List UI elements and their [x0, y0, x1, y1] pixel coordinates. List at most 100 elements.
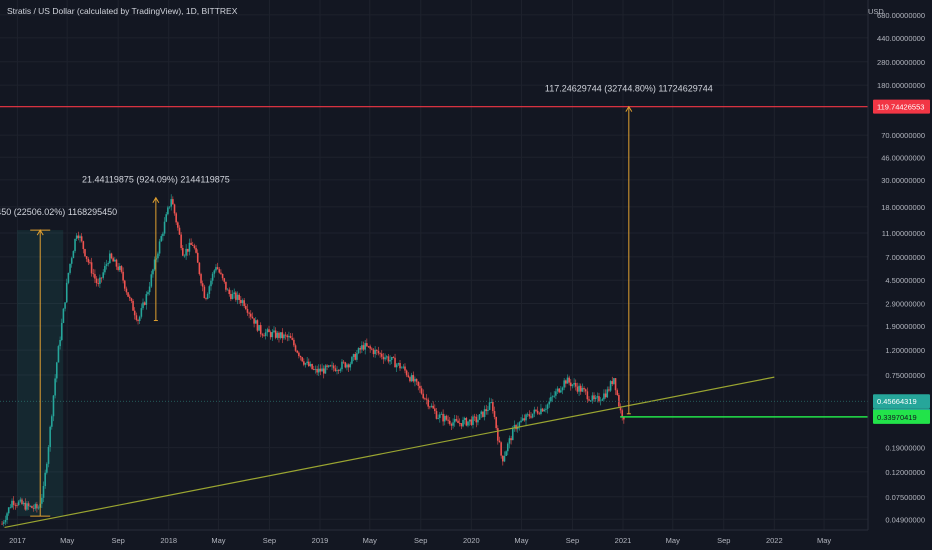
- candle-body: [319, 368, 322, 372]
- candle-body: [112, 258, 114, 262]
- measure-arrowhead: [36, 229, 44, 236]
- candle-body: [480, 411, 483, 415]
- candle-body: [95, 278, 98, 284]
- candle-body: [117, 266, 119, 270]
- candle-body: [37, 507, 40, 509]
- price-tick-label: 280.00000000: [877, 58, 925, 67]
- candle-body: [140, 308, 143, 317]
- candle-body: [593, 395, 595, 400]
- candle-body: [268, 329, 270, 333]
- candle-body: [107, 263, 109, 265]
- candle-body: [115, 259, 118, 267]
- price-axis-panel[interactable]: [868, 0, 932, 530]
- candle-body: [332, 365, 335, 369]
- candle-body: [427, 399, 429, 407]
- candle-body: [208, 286, 211, 294]
- time-tick-label: May: [817, 536, 831, 545]
- candle-body: [27, 503, 30, 507]
- candle-body: [601, 399, 604, 401]
- candle-body: [162, 233, 164, 237]
- candle-body: [273, 330, 275, 333]
- time-tick-label: May: [666, 536, 680, 545]
- time-tick-label: 2021: [615, 536, 632, 545]
- candle-body: [190, 242, 192, 245]
- candle-body: [518, 422, 521, 427]
- candle-body: [130, 298, 133, 301]
- candle-body: [26, 503, 28, 510]
- candle-body: [14, 504, 17, 506]
- candle-body: [263, 335, 265, 337]
- candle-body: [510, 438, 512, 441]
- candle-body: [609, 381, 612, 391]
- candle-body: [543, 409, 546, 412]
- candle-body: [104, 266, 106, 273]
- candle-body: [538, 413, 541, 415]
- candle-body: [173, 204, 176, 214]
- candle-body: [581, 388, 584, 392]
- time-tick-label: May: [363, 536, 377, 545]
- candle-body: [347, 364, 350, 368]
- drawings-layer[interactable]: 295450 (22506.02%) 1168295450 21.44119875…: [0, 84, 868, 529]
- candle-body: [62, 308, 65, 323]
- candle-body: [374, 349, 376, 355]
- candle-body: [289, 335, 292, 339]
- price-range-measure[interactable]: 295450 (22506.02%) 1168295450: [0, 207, 117, 517]
- time-axis-panel[interactable]: [0, 530, 868, 550]
- price-range-measure[interactable]: 117.24629744 (32744.80%) 11724629744: [545, 84, 713, 415]
- target-price-badge-bg: [873, 99, 930, 114]
- candle-body: [533, 409, 536, 414]
- candle-body: [274, 330, 277, 338]
- candle-body: [74, 238, 76, 252]
- candle-body: [352, 354, 355, 358]
- candle-body: [354, 354, 357, 360]
- candle-body: [269, 332, 272, 338]
- candle-body: [425, 398, 428, 400]
- candle-body: [46, 463, 48, 473]
- price-range-measure[interactable]: 21.44119875 (924.09%) 2144119875: [82, 175, 230, 322]
- candle-body: [34, 504, 37, 509]
- candle-body: [65, 282, 68, 303]
- candle-body: [452, 422, 454, 426]
- candle-body: [407, 375, 410, 378]
- candle-body: [490, 401, 493, 403]
- candle-body: [400, 367, 403, 369]
- candle-body: [520, 420, 522, 423]
- price-tick-label: 0.75000000: [885, 371, 925, 380]
- candle-body: [6, 513, 8, 520]
- candle-body: [566, 377, 569, 384]
- candle-body: [92, 273, 95, 275]
- candle-body: [132, 300, 134, 311]
- candle-body: [419, 385, 421, 389]
- candle-body: [167, 207, 169, 215]
- candle-body: [382, 356, 385, 360]
- candle-body: [513, 425, 516, 429]
- candle-body: [503, 455, 506, 462]
- candle-body: [341, 361, 343, 370]
- trendline[interactable]: [4, 376, 775, 529]
- candle-body: [308, 361, 310, 367]
- candle-body: [186, 248, 189, 252]
- candle-body: [415, 378, 418, 382]
- candle-body: [342, 361, 345, 363]
- candle-body: [344, 362, 347, 368]
- candle-body: [122, 271, 124, 281]
- candle-body: [137, 319, 139, 321]
- candle-body: [19, 499, 22, 502]
- candle-body: [447, 419, 449, 421]
- candle-body: [240, 299, 242, 304]
- price-tick-label: 11.00000000: [882, 229, 925, 238]
- candle-body: [331, 365, 333, 367]
- candle-body: [371, 348, 373, 350]
- candle-body: [218, 269, 221, 273]
- candle-body: [384, 357, 386, 360]
- candle-body: [536, 410, 539, 414]
- price-tick-label: 180.00000000: [877, 81, 925, 90]
- candle-body: [271, 332, 274, 338]
- candle-body: [22, 502, 25, 505]
- candle-body: [482, 411, 484, 417]
- price-tick-label: 680.00000000: [877, 11, 925, 20]
- candle-body: [412, 375, 415, 382]
- candle-body: [516, 426, 519, 430]
